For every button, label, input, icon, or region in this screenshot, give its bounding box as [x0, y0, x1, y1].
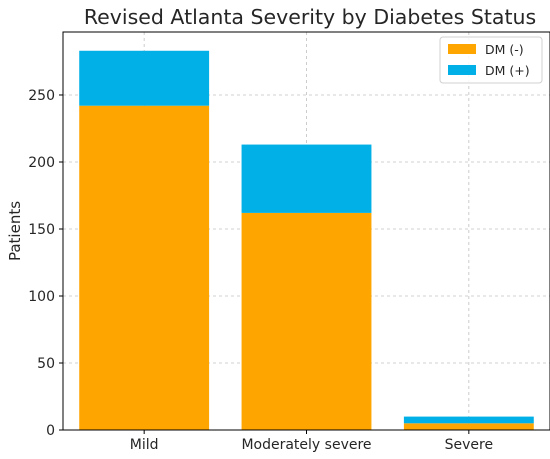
y-tick-label: 50 — [37, 356, 55, 372]
bar-dm-negative — [79, 105, 210, 430]
y-tick-label: 200 — [28, 155, 55, 171]
legend-label: DM (+) — [485, 63, 530, 78]
y-tick-label: 250 — [28, 88, 55, 104]
y-tick-label: 150 — [28, 222, 55, 238]
bar-dm-positive — [403, 416, 534, 424]
bar-dm-positive — [241, 144, 372, 213]
chart-title: Revised Atlanta Severity by Diabetes Sta… — [84, 5, 536, 29]
legend-label: DM (-) — [485, 42, 524, 57]
y-axis-label: Patients — [6, 201, 24, 261]
x-tick-label: Moderately severe — [241, 437, 371, 453]
x-axis-ticks: Mild Moderately severe Severe — [130, 430, 493, 453]
bar-dm-positive — [79, 50, 210, 106]
x-tick-label: Mild — [130, 437, 159, 453]
x-tick-label: Severe — [445, 437, 493, 453]
bars — [79, 50, 534, 430]
legend: DM (-) DM (+) — [439, 36, 543, 84]
legend-swatch — [448, 65, 476, 75]
y-tick-label: 100 — [28, 289, 55, 305]
bar-dm-negative — [241, 212, 372, 430]
y-tick-label: 0 — [46, 423, 55, 439]
y-axis-ticks: 0 50 100 150 200 250 — [28, 88, 63, 439]
bar-dm-negative — [403, 423, 534, 430]
legend-swatch — [448, 44, 476, 54]
